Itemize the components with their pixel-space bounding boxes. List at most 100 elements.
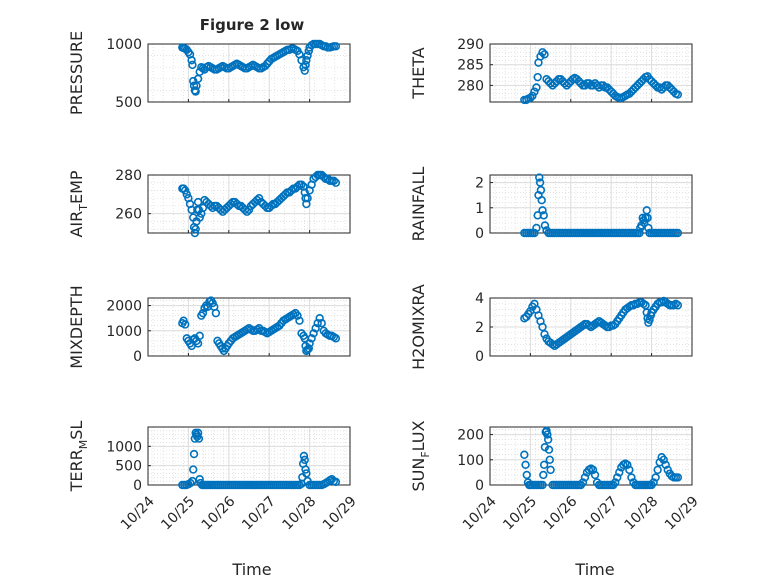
data-point xyxy=(673,90,683,99)
data-point xyxy=(643,213,652,223)
data-point xyxy=(526,93,535,103)
data-point xyxy=(299,451,309,461)
data-point xyxy=(331,334,341,343)
data-point xyxy=(615,468,624,477)
data-point xyxy=(180,320,190,329)
data-point xyxy=(180,186,190,195)
y-tick-label: 100 xyxy=(457,453,484,469)
axes-background xyxy=(148,427,350,485)
data-point xyxy=(193,339,203,348)
data-point xyxy=(535,178,545,187)
data-point xyxy=(189,465,198,474)
axes-frame xyxy=(147,297,351,357)
figure-title: Figure 2 low xyxy=(200,16,305,34)
data-point xyxy=(544,445,554,454)
y-tick-label: 4 xyxy=(475,291,484,307)
data-point xyxy=(195,213,204,222)
data-point xyxy=(315,313,324,323)
series-markers xyxy=(178,428,341,490)
data-point xyxy=(300,455,309,465)
data-point xyxy=(242,207,252,216)
subplot-5: 0 1000 2000 MIXDEPTH xyxy=(67,285,351,369)
y-axis-label: AIRTEMP xyxy=(67,170,90,237)
y-tick-label: 2 xyxy=(475,176,484,192)
y-axis-label: PRESSURE xyxy=(67,31,86,115)
data-point xyxy=(542,426,551,435)
data-point xyxy=(623,460,632,470)
data-point xyxy=(536,185,546,195)
data-point xyxy=(538,48,547,57)
data-point xyxy=(649,478,658,487)
data-point xyxy=(198,203,208,213)
y-axis-label: SUNFLUX xyxy=(409,420,432,491)
y-tick-label: 500 xyxy=(115,95,142,111)
axes-frame xyxy=(147,174,351,234)
data-point xyxy=(287,186,296,195)
data-point xyxy=(193,428,203,437)
data-point xyxy=(293,311,302,320)
data-point xyxy=(307,334,316,343)
data-point xyxy=(520,450,529,459)
y-tick-label: 290 xyxy=(457,37,484,53)
data-point xyxy=(653,465,662,475)
y-tick-label: 1 xyxy=(475,201,484,217)
data-point xyxy=(191,87,200,96)
y-tick-label: 280 xyxy=(115,168,142,184)
data-point xyxy=(661,460,670,470)
x-axis-label-left: Time xyxy=(231,560,271,579)
y-tick-label: 285 xyxy=(457,58,484,74)
y-axis-label: THETA xyxy=(409,47,428,99)
data-point xyxy=(611,478,620,487)
y-tick-label: 2 xyxy=(475,320,484,336)
data-point xyxy=(188,60,197,70)
data-point xyxy=(522,470,531,480)
y-axis-label: MIXDEPTH xyxy=(67,285,86,368)
data-point xyxy=(543,430,552,439)
data-point xyxy=(521,460,530,470)
data-point xyxy=(635,228,644,238)
data-point xyxy=(578,478,588,487)
data-point xyxy=(240,205,250,215)
series-markers xyxy=(178,296,341,356)
data-point xyxy=(211,308,221,318)
data-point xyxy=(187,56,196,65)
y-tick-label: 1000 xyxy=(106,439,142,455)
y-axis-label: H2OMIXRA xyxy=(409,284,428,370)
subplot-3: 260 280 AIRTEMP xyxy=(67,168,351,238)
data-point xyxy=(538,322,547,332)
data-point xyxy=(651,81,660,90)
data-point xyxy=(311,324,320,333)
data-point xyxy=(267,201,276,211)
data-point xyxy=(295,316,304,325)
data-point xyxy=(301,60,310,70)
data-point xyxy=(539,460,549,470)
data-point xyxy=(528,91,537,100)
data-point xyxy=(539,470,548,480)
subplot-2: 280 285 290 THETA xyxy=(409,37,693,105)
series-markers xyxy=(520,173,683,238)
subplot-1: 500 1000 PRESSURE xyxy=(67,31,351,115)
data-point xyxy=(530,87,539,96)
data-point xyxy=(532,83,541,92)
data-point xyxy=(537,196,546,205)
data-point xyxy=(297,180,306,189)
subplot-4: 0 1 2 RAINFALL xyxy=(409,167,693,242)
data-point xyxy=(539,211,548,220)
data-point xyxy=(673,473,683,482)
y-tick-label: 2000 xyxy=(106,299,142,315)
data-point xyxy=(300,66,309,75)
data-point xyxy=(198,308,208,318)
y-tick-label: 1000 xyxy=(106,37,142,53)
data-point xyxy=(182,190,191,199)
series-markers xyxy=(178,39,341,96)
data-point xyxy=(303,194,312,203)
data-point xyxy=(252,195,262,205)
data-point xyxy=(191,224,200,234)
data-point xyxy=(627,473,636,482)
data-point xyxy=(188,476,197,486)
data-point xyxy=(673,228,683,238)
data-point xyxy=(588,465,598,475)
